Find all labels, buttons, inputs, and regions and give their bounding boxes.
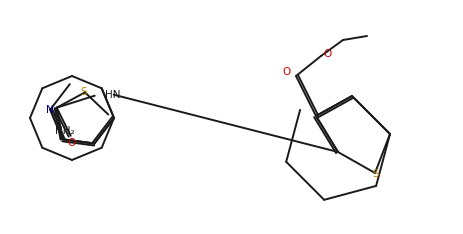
Text: S: S	[372, 169, 378, 179]
Text: O: O	[68, 138, 75, 148]
Text: O: O	[282, 67, 290, 77]
Text: S: S	[81, 87, 87, 97]
Text: NH₂: NH₂	[55, 126, 74, 136]
Text: N: N	[46, 105, 54, 115]
Text: O: O	[323, 49, 332, 59]
Text: HN: HN	[105, 90, 120, 100]
